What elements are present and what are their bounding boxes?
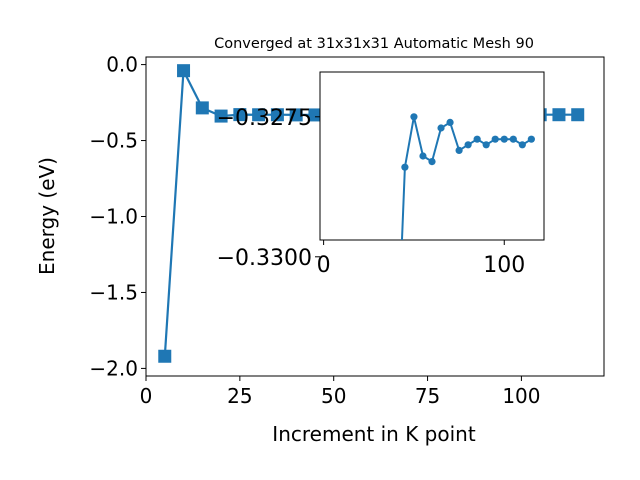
inset-data-point	[428, 158, 436, 166]
x-tick-label: 25	[227, 384, 252, 408]
inset-plot: 0 100 −0.3300 −0.3275	[217, 71, 545, 278]
y-tick-label: 0.0	[106, 53, 138, 77]
inset-data-point	[455, 146, 463, 154]
inset-data-point	[410, 113, 418, 121]
inset-data-point	[419, 152, 427, 160]
y-tick-label: −1.5	[89, 280, 138, 304]
y-tick-label: −1.0	[89, 205, 138, 229]
inset-y-ticks: −0.3300 −0.3275	[217, 106, 320, 271]
inset-data-point	[518, 141, 526, 149]
x-tick-label: 75	[415, 384, 440, 408]
inset-data-point	[437, 124, 445, 132]
data-point	[177, 64, 191, 78]
inset-data-point	[482, 141, 490, 149]
inset-series	[400, 113, 535, 240]
inset-data-point	[491, 135, 499, 143]
x-tick-label: 0	[140, 384, 153, 408]
y-axis-label: Energy (eV)	[35, 157, 59, 275]
inset-data-point	[446, 118, 454, 126]
data-point	[195, 101, 209, 115]
data-point	[158, 349, 172, 363]
data-point	[308, 108, 322, 122]
inset-x-tick-label: 0	[317, 253, 331, 278]
x-tick-label: 100	[502, 384, 540, 408]
inset-data-point	[464, 141, 472, 149]
inset-data-point	[473, 135, 481, 143]
data-point	[571, 108, 585, 122]
data-point	[552, 108, 566, 122]
inset-series-line	[400, 116, 532, 240]
inset-data-point	[509, 135, 517, 143]
main-x-ticks: 0 25 50 75 100	[140, 376, 541, 408]
x-tick-label: 50	[321, 384, 346, 408]
chart-title: Converged at 31x31x31 Automatic Mesh 90	[214, 36, 534, 52]
data-point	[233, 108, 247, 122]
inset-y-tick-label: −0.3275	[217, 106, 312, 131]
data-point	[289, 108, 303, 122]
inset-y-tick-label: −0.3300	[217, 246, 312, 271]
inset-data-point	[401, 163, 409, 171]
inset-x-tick-label: 100	[483, 253, 525, 278]
inset-x-ticks: 0 100	[317, 240, 525, 278]
x-axis-label: Increment in K point	[272, 422, 476, 446]
data-point	[270, 108, 284, 122]
data-point	[252, 108, 266, 122]
inset-data-point	[527, 135, 535, 143]
y-tick-label: −2.0	[89, 356, 138, 380]
main-y-ticks: 0.0 −0.5 −1.0 −1.5 −2.0	[89, 53, 146, 380]
data-point	[214, 109, 228, 123]
inset-data-point	[500, 135, 508, 143]
inset-plot-frame	[319, 71, 545, 241]
y-tick-label: −0.5	[89, 129, 138, 153]
